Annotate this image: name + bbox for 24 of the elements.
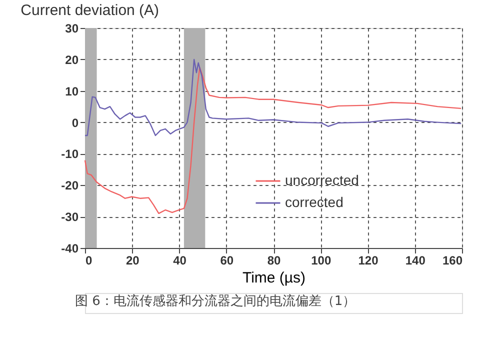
x-tick-label: 0 [86, 254, 92, 268]
y-tick-label: 20 [65, 52, 79, 67]
y-tick-label: -40 [61, 242, 79, 256]
line-series [84, 58, 462, 136]
legend-label: corrected [285, 194, 344, 210]
y-tick-label: -10 [61, 147, 79, 162]
y-tick-label: -20 [61, 178, 79, 193]
y-tick-label: 0 [72, 116, 79, 130]
x-tick-label: 100 [311, 254, 332, 268]
y-tick-label: 10 [65, 84, 79, 98]
x-tick-label: 120 [358, 254, 379, 268]
x-tick-label: 80 [267, 254, 281, 268]
x-tick-label: 140 [405, 254, 426, 268]
x-tick-label: 40 [173, 254, 187, 268]
x-axis-title: Time (µs) [242, 270, 306, 286]
y-tick-label: -30 [61, 210, 79, 224]
y-tick-label: 30 [65, 22, 79, 36]
legend-label: uncorrected [285, 172, 359, 188]
x-tick-label: 20 [126, 254, 140, 268]
x-tick-label: 160 [442, 254, 463, 268]
chart-title: Current deviation (A) [20, 2, 160, 19]
caption: 图 6：电流传感器和分流器之间的电流偏差（1） [75, 293, 356, 309]
x-tick-label: 60 [220, 254, 234, 268]
line-series [84, 67, 462, 214]
